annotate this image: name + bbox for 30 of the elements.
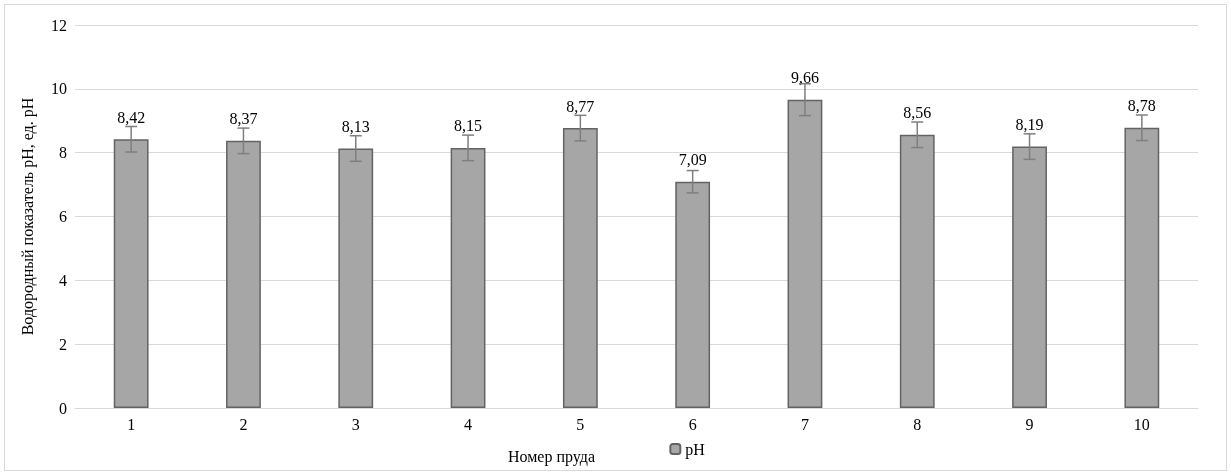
data-label: 9,66 [790, 69, 819, 87]
x-tick-label: 5 [576, 415, 585, 433]
x-tick-label: 1 [127, 415, 136, 433]
x-tick-label: 9 [1025, 415, 1034, 433]
legend-label: pH [685, 440, 706, 459]
x-tick-label: 2 [239, 415, 248, 433]
y-tick-label: 10 [51, 80, 67, 98]
data-label: 8,15 [454, 117, 483, 135]
x-tick-label: 6 [688, 415, 697, 433]
y-axis-title: Водородный показатель pH, ед. pH [18, 97, 37, 336]
x-tick-label: 10 [1133, 415, 1150, 433]
data-label: 8,42 [117, 108, 146, 126]
x-axis-title: Номер пруда [507, 447, 596, 466]
y-tick-label: 8 [59, 144, 67, 162]
data-label: 8,77 [566, 97, 595, 115]
data-label: 8,13 [341, 118, 370, 136]
y-tick-label: 0 [59, 399, 67, 417]
x-tick-label: 7 [800, 415, 809, 433]
data-label: 8,37 [229, 110, 258, 128]
data-label: 8,19 [1015, 116, 1044, 134]
y-tick-label: 6 [59, 208, 67, 225]
data-label: 8,78 [1127, 97, 1156, 115]
y-tick-label: 2 [59, 335, 67, 353]
data-label: 7,09 [678, 151, 707, 169]
x-tick-label: 3 [351, 415, 360, 433]
x-tick-label: 8 [913, 415, 922, 433]
x-tick-label: 4 [464, 415, 473, 433]
y-tick-label: 4 [59, 271, 67, 289]
data-label: 8,56 [903, 104, 932, 122]
y-tick-label: 12 [51, 16, 67, 34]
